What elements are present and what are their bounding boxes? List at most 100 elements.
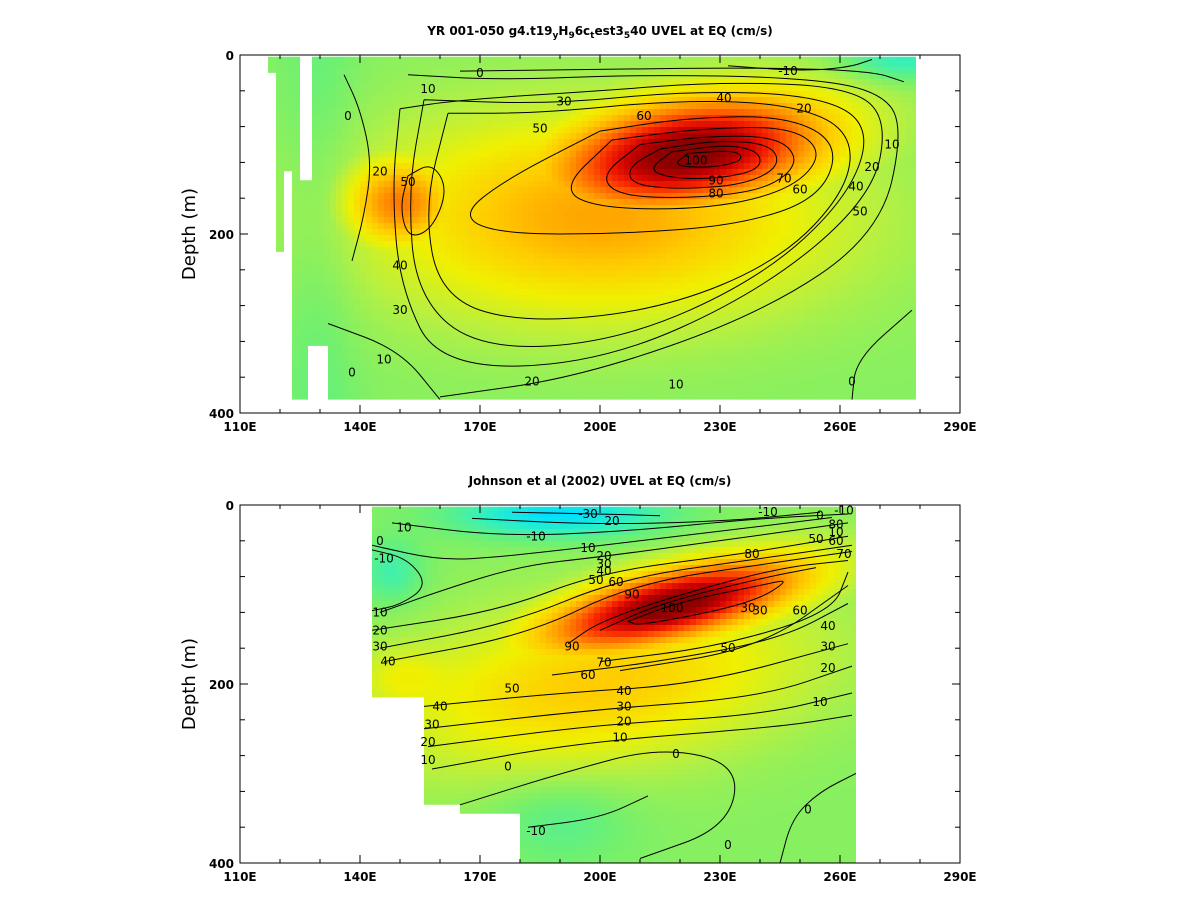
field-cell [492, 169, 499, 176]
field-cell [732, 127, 739, 134]
field-cell [408, 379, 415, 386]
field-cell [546, 115, 553, 122]
field-cell [402, 133, 409, 140]
field-cell [294, 67, 301, 74]
field-cell [642, 73, 649, 80]
field-cell [402, 403, 409, 410]
field-cell [372, 307, 379, 314]
field-cell [612, 277, 619, 284]
field-cell [480, 343, 487, 350]
field-cell [552, 121, 559, 128]
field-cell [324, 127, 331, 134]
field-cell [516, 403, 523, 410]
field-cell [504, 73, 511, 80]
field-cell [318, 85, 325, 92]
field-cell [552, 205, 559, 212]
field-cell [600, 133, 607, 140]
field-cell [378, 61, 385, 68]
field-cell [342, 103, 349, 110]
field-cell [648, 343, 655, 350]
field-cell [438, 337, 445, 344]
field-cell [660, 85, 667, 92]
field-cell [498, 56, 505, 62]
field-cell [300, 397, 307, 400]
field-cell [708, 307, 715, 314]
field-cell [300, 115, 307, 122]
field-cell [528, 361, 535, 368]
field-cell [312, 319, 319, 326]
field-cell [342, 379, 349, 386]
field-cell [510, 61, 517, 68]
field-cell [258, 139, 265, 146]
field-cell [576, 343, 583, 350]
field-cell [528, 385, 535, 392]
field-cell [474, 121, 481, 128]
field-cell [702, 409, 709, 416]
field-cell [294, 73, 301, 80]
field-cell [360, 91, 367, 98]
field-cell [384, 139, 391, 146]
field-cell [486, 295, 493, 302]
field-cell [576, 121, 583, 128]
field-cell [268, 325, 271, 332]
field-cell [588, 319, 595, 326]
field-cell [540, 379, 547, 386]
field-cell [336, 331, 343, 338]
field-cell [612, 229, 619, 236]
field-cell [432, 205, 439, 212]
field-cell [510, 379, 517, 386]
field-cell [396, 241, 403, 248]
field-cell [414, 115, 421, 122]
field-cell [630, 139, 637, 146]
field-cell [582, 331, 589, 338]
field-cell [312, 379, 319, 386]
field-cell [510, 145, 517, 152]
field-cell [528, 247, 535, 254]
field-cell [558, 361, 565, 368]
field-cell [600, 289, 607, 296]
field-cell [552, 313, 559, 320]
field-cell [720, 247, 727, 254]
field-cell [258, 199, 265, 206]
field-cell [528, 253, 535, 260]
field-cell [558, 253, 565, 260]
field-cell [486, 223, 493, 230]
field-cell [294, 109, 301, 116]
field-cell [678, 409, 685, 416]
field-cell [702, 319, 709, 326]
field-cell [672, 307, 679, 314]
field-cell [324, 109, 331, 116]
field-cell [486, 325, 493, 332]
field-cell [372, 91, 379, 98]
field-cell [504, 205, 511, 212]
field-cell [702, 391, 709, 398]
field-cell [642, 325, 649, 332]
field-cell [276, 115, 283, 122]
field-cell [708, 241, 715, 248]
field-cell [606, 253, 613, 260]
field-cell [432, 139, 439, 146]
field-cell [504, 193, 511, 200]
field-cell [306, 175, 313, 182]
field-cell [732, 61, 739, 68]
chart-title: YR 001-050 g4.t19yH96ctest3540 UVEL at E… [426, 24, 773, 41]
field-cell [480, 349, 487, 356]
field-cell [252, 253, 259, 260]
field-cell [636, 223, 643, 230]
field-cell [636, 115, 643, 122]
field-cell [450, 403, 457, 410]
field-cell [570, 301, 577, 308]
field-cell [498, 241, 505, 248]
field-cell [606, 241, 613, 248]
field-cell [576, 265, 583, 272]
field-cell [294, 217, 301, 224]
field-cell [306, 169, 313, 176]
field-cell [420, 175, 427, 182]
field-cell [636, 325, 643, 332]
field-cell [636, 385, 643, 392]
field-cell [268, 169, 271, 176]
field-cell [612, 283, 619, 290]
field-cell [642, 61, 649, 68]
field-cell [672, 355, 679, 362]
field-cell [696, 127, 703, 134]
